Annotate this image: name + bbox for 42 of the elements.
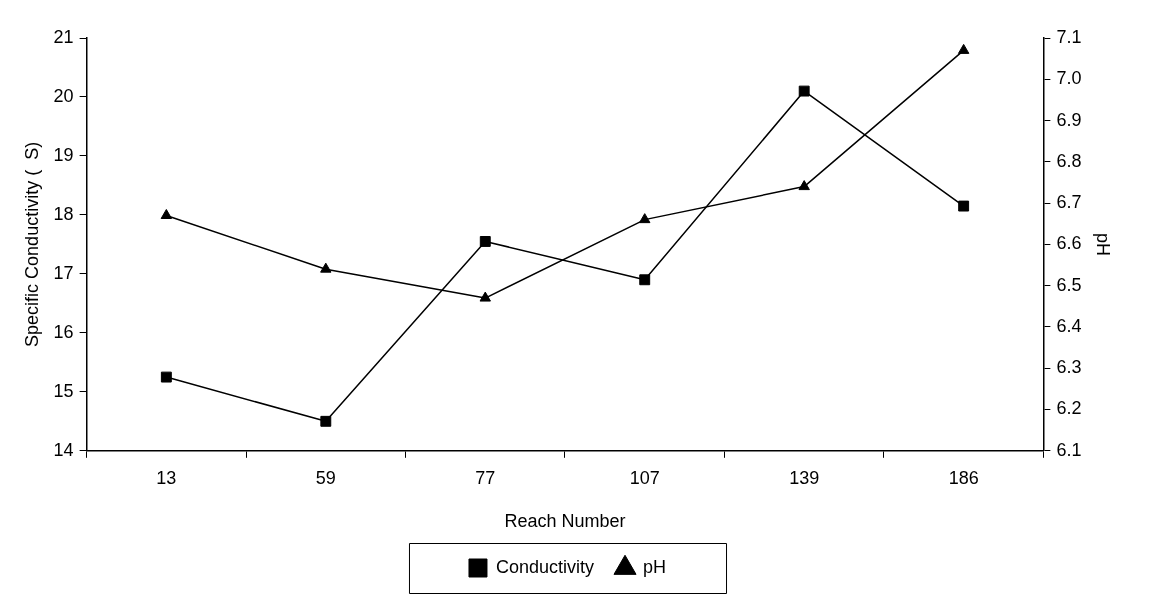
point <box>639 274 651 286</box>
point <box>798 180 810 191</box>
y-tick-label: 20 <box>53 85 74 106</box>
x-tick-label: 186 <box>948 467 979 488</box>
point <box>958 200 970 212</box>
point <box>639 213 651 224</box>
y2-tick-label: 6.1 <box>1056 439 1082 460</box>
y-tick-label: 16 <box>53 321 74 342</box>
point <box>320 415 332 427</box>
x-tick-label: 59 <box>315 467 336 488</box>
point <box>160 209 173 219</box>
x-tick-label: 77 <box>475 467 496 488</box>
y-tick-label: 21 <box>53 26 74 47</box>
point <box>479 236 491 247</box>
y2-tick-label: 7.1 <box>1056 26 1082 47</box>
x-tick-label: 107 <box>629 467 660 488</box>
point <box>798 85 810 97</box>
y-tick-label: 19 <box>53 144 74 165</box>
y-tick-label: 18 <box>53 203 74 224</box>
y2-axis-title: pH <box>1093 232 1114 256</box>
y2-tick-label: 6.6 <box>1056 233 1082 254</box>
y2-tick-label: 6.2 <box>1056 398 1082 419</box>
x-axis-title: Reach Number <box>504 511 626 532</box>
y2-tick-label: 7.0 <box>1056 68 1082 89</box>
x-tick-label: 13 <box>156 467 177 488</box>
y-axis-title: Specific Conductivity ( S) <box>21 141 42 347</box>
y2-tick-label: 6.8 <box>1056 150 1082 171</box>
legend-label: Conductivity <box>495 556 595 577</box>
point <box>957 43 970 54</box>
y2-tick-label: 6.9 <box>1056 109 1082 130</box>
point <box>479 291 491 302</box>
y2-tick-label: 6.5 <box>1056 274 1082 295</box>
y-tick-label: 14 <box>53 439 74 460</box>
legend-label: pH <box>643 556 667 577</box>
point <box>160 371 172 383</box>
y-tick-label: 15 <box>53 380 74 401</box>
y2-tick-label: 6.3 <box>1056 357 1082 378</box>
y2-tick-label: 6.7 <box>1056 192 1082 213</box>
y-tick-label: 17 <box>53 262 74 283</box>
point <box>320 262 332 273</box>
x-tick-label: 139 <box>789 467 820 488</box>
y2-tick-label: 6.4 <box>1056 315 1082 336</box>
